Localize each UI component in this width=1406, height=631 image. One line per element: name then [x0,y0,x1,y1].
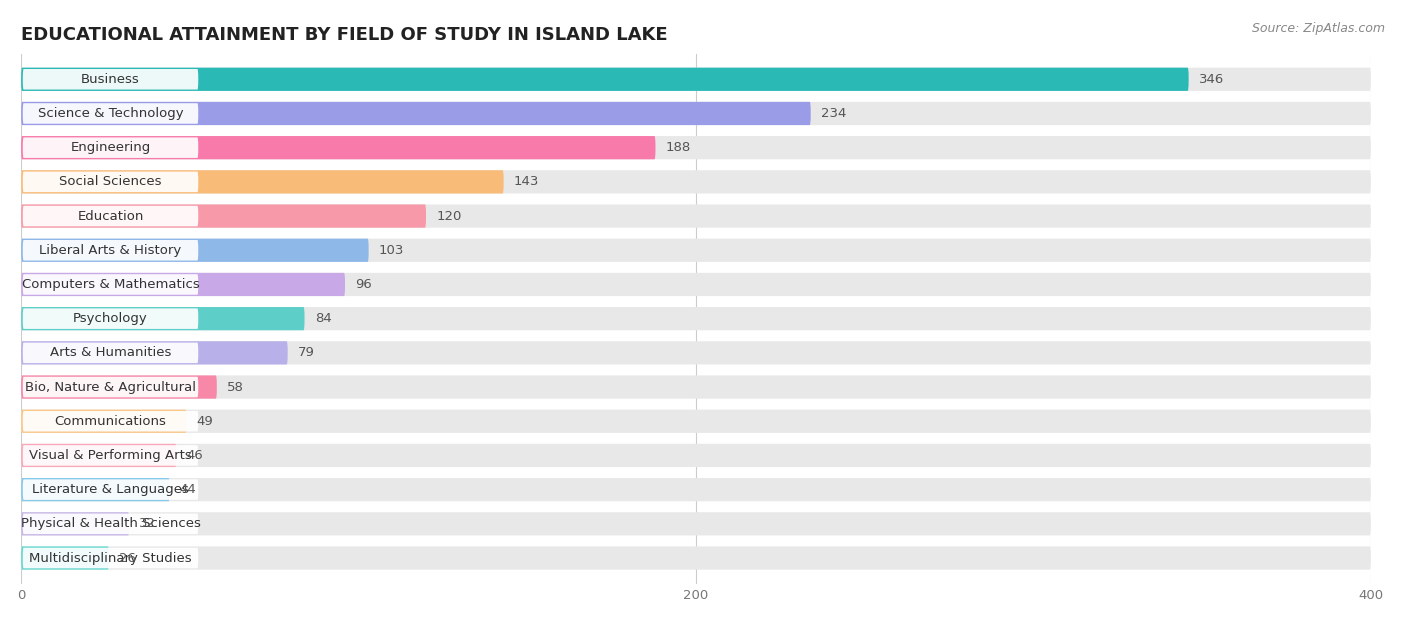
FancyBboxPatch shape [22,138,198,158]
Text: 84: 84 [315,312,332,325]
FancyBboxPatch shape [21,307,1371,330]
FancyBboxPatch shape [21,512,129,536]
FancyBboxPatch shape [22,240,198,261]
FancyBboxPatch shape [21,444,1371,467]
FancyBboxPatch shape [21,170,1371,194]
FancyBboxPatch shape [21,375,217,399]
Text: 234: 234 [821,107,846,120]
Text: Bio, Nature & Agricultural: Bio, Nature & Agricultural [25,380,195,394]
FancyBboxPatch shape [22,206,198,227]
Text: Computers & Mathematics: Computers & Mathematics [21,278,200,291]
FancyBboxPatch shape [21,273,344,296]
Text: 103: 103 [378,244,404,257]
Text: Arts & Humanities: Arts & Humanities [49,346,172,359]
FancyBboxPatch shape [21,512,1371,536]
Text: Physical & Health Sciences: Physical & Health Sciences [21,517,201,530]
FancyBboxPatch shape [21,102,811,125]
Text: 32: 32 [139,517,156,530]
Text: 188: 188 [665,141,690,154]
FancyBboxPatch shape [21,273,1371,296]
Text: 46: 46 [187,449,204,462]
FancyBboxPatch shape [22,514,198,534]
FancyBboxPatch shape [22,103,198,124]
Text: 346: 346 [1199,73,1225,86]
FancyBboxPatch shape [21,239,1371,262]
FancyBboxPatch shape [22,480,198,500]
Text: Education: Education [77,209,143,223]
FancyBboxPatch shape [21,68,1188,91]
FancyBboxPatch shape [22,172,198,192]
FancyBboxPatch shape [21,307,305,330]
FancyBboxPatch shape [22,309,198,329]
Text: Multidisciplinary Studies: Multidisciplinary Studies [30,551,191,565]
Text: EDUCATIONAL ATTAINMENT BY FIELD OF STUDY IN ISLAND LAKE: EDUCATIONAL ATTAINMENT BY FIELD OF STUDY… [21,26,668,44]
Text: Visual & Performing Arts: Visual & Performing Arts [30,449,191,462]
FancyBboxPatch shape [21,478,1371,501]
FancyBboxPatch shape [21,136,655,159]
FancyBboxPatch shape [21,239,368,262]
FancyBboxPatch shape [22,377,198,398]
FancyBboxPatch shape [21,341,288,365]
Text: Liberal Arts & History: Liberal Arts & History [39,244,181,257]
FancyBboxPatch shape [21,170,503,194]
FancyBboxPatch shape [21,136,1371,159]
FancyBboxPatch shape [22,69,198,90]
FancyBboxPatch shape [22,548,198,569]
Text: 49: 49 [197,415,214,428]
Text: Literature & Languages: Literature & Languages [32,483,188,496]
FancyBboxPatch shape [22,445,198,466]
Text: Engineering: Engineering [70,141,150,154]
FancyBboxPatch shape [21,410,1371,433]
Text: 79: 79 [298,346,315,359]
Text: 120: 120 [436,209,461,223]
FancyBboxPatch shape [22,343,198,363]
Text: Business: Business [82,73,139,86]
FancyBboxPatch shape [21,546,1371,570]
FancyBboxPatch shape [22,411,198,432]
FancyBboxPatch shape [21,478,170,501]
FancyBboxPatch shape [21,341,1371,365]
Text: Psychology: Psychology [73,312,148,325]
FancyBboxPatch shape [21,102,1371,125]
Text: 58: 58 [226,380,243,394]
FancyBboxPatch shape [21,68,1371,91]
Text: Communications: Communications [55,415,166,428]
Text: 44: 44 [180,483,197,496]
FancyBboxPatch shape [21,204,426,228]
Text: 26: 26 [120,551,136,565]
Text: 96: 96 [356,278,373,291]
Text: Source: ZipAtlas.com: Source: ZipAtlas.com [1251,22,1385,35]
FancyBboxPatch shape [21,444,176,467]
Text: 143: 143 [513,175,538,189]
FancyBboxPatch shape [21,410,187,433]
FancyBboxPatch shape [21,546,108,570]
Text: Social Sciences: Social Sciences [59,175,162,189]
FancyBboxPatch shape [21,204,1371,228]
Text: Science & Technology: Science & Technology [38,107,183,120]
FancyBboxPatch shape [22,274,198,295]
FancyBboxPatch shape [21,375,1371,399]
